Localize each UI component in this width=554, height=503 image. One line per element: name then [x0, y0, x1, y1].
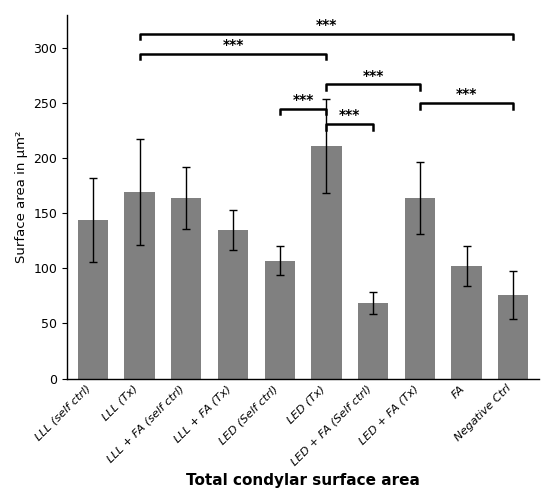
Bar [264, 261, 295, 379]
Bar [498, 295, 529, 379]
Bar [404, 198, 435, 379]
Bar [78, 220, 108, 379]
X-axis label: Total condylar surface area: Total condylar surface area [186, 473, 420, 488]
Y-axis label: Surface area in µm²: Surface area in µm² [15, 131, 28, 263]
Text: ***: *** [316, 18, 337, 32]
Text: ***: *** [222, 38, 244, 52]
Text: ***: *** [456, 88, 478, 102]
Bar [311, 146, 342, 379]
Text: ***: *** [362, 69, 384, 83]
Text: ***: *** [339, 109, 361, 122]
Bar [125, 192, 155, 379]
Bar [218, 230, 248, 379]
Bar [358, 302, 388, 379]
Bar [171, 198, 202, 379]
Bar [452, 266, 482, 379]
Text: ***: *** [293, 93, 314, 107]
